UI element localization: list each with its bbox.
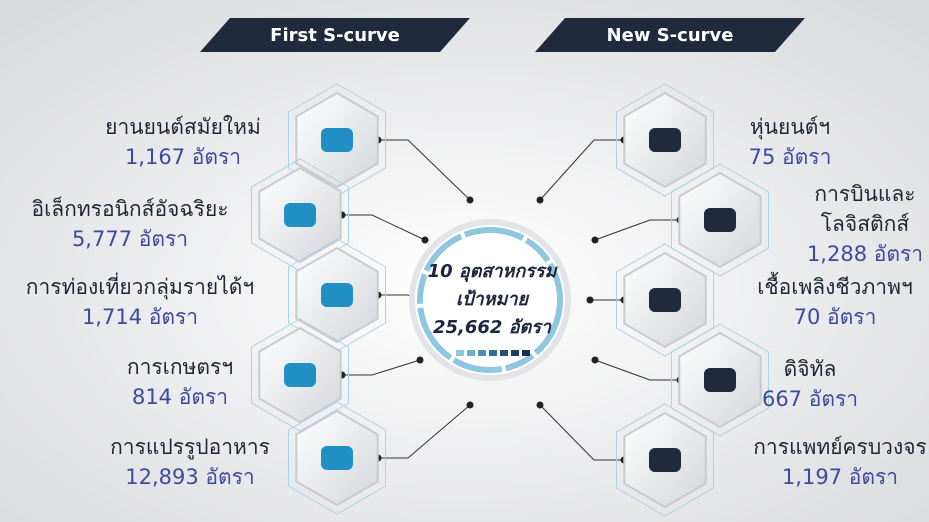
center-line: 25,662 อัตรา xyxy=(433,317,552,338)
icon xyxy=(321,283,353,307)
item-name: เชื้อเพลิงชีวภาพฯ xyxy=(757,272,913,299)
item-name: ดิจิทัล xyxy=(784,357,837,381)
connector-dot xyxy=(536,196,544,204)
center-line: 10 อุตสาหกรรม xyxy=(428,261,559,283)
icon xyxy=(284,203,316,227)
item-count: 1,167 อัตรา xyxy=(125,145,241,169)
connector-dot xyxy=(466,401,474,409)
icon xyxy=(321,128,353,152)
item-name: การแปรรูปอาหาร xyxy=(110,435,270,460)
hex-outline xyxy=(616,243,714,357)
item-count: 814 อัตรา xyxy=(132,385,228,409)
center-circle xyxy=(409,219,571,381)
icon xyxy=(704,368,736,392)
header-right-bg xyxy=(535,18,805,52)
hex-outline xyxy=(288,401,386,515)
hex-outline xyxy=(251,318,349,432)
item-count: 70 อัตรา xyxy=(794,305,877,329)
item-name: โลจิสติกส์ xyxy=(821,212,910,236)
hexagons xyxy=(251,83,769,517)
item-name: หุ่นยนต์ฯ xyxy=(750,115,830,140)
hex-outline xyxy=(671,323,769,437)
header-right: New S-curve xyxy=(607,25,734,46)
connector-dot xyxy=(586,296,594,304)
hex-outline xyxy=(616,83,714,197)
connector-dot xyxy=(591,236,599,244)
hex-outline xyxy=(616,403,714,517)
hex-outline xyxy=(671,163,769,277)
item-count: 5,777 อัตรา xyxy=(72,227,188,251)
connector xyxy=(594,359,680,381)
connector-dot xyxy=(466,196,474,204)
icon xyxy=(649,448,681,472)
center-line: เป้าหมาย xyxy=(456,289,530,310)
item-name: ยานยนต์สมัยใหม่ xyxy=(105,115,261,139)
connector xyxy=(342,214,426,241)
item-name: การแพทย์ครบวงจร xyxy=(753,435,927,459)
item-name: การบินและ xyxy=(814,182,915,206)
header-left-bg xyxy=(200,18,470,52)
icon xyxy=(649,128,681,152)
item-name: อิเล็กทรอนิกส์อัจฉริยะ xyxy=(31,195,228,221)
item-count: 12,893 อัตรา xyxy=(125,465,254,489)
connector xyxy=(342,359,421,376)
item-count: 1,288 อัตรา xyxy=(807,242,923,266)
icon xyxy=(649,288,681,312)
center-squares xyxy=(456,350,530,356)
connector-dot xyxy=(536,401,544,409)
connector xyxy=(378,404,471,459)
connector-dot xyxy=(421,236,429,244)
connector-dot xyxy=(416,356,424,364)
item-count: 1,714 อัตรา xyxy=(82,305,198,329)
connector-dot xyxy=(591,356,599,364)
item-count: 667 อัตรา xyxy=(762,387,858,411)
icon xyxy=(284,363,316,387)
item-count: 75 อัตรา xyxy=(749,145,832,169)
header-left: First S-curve xyxy=(270,25,400,46)
item-name: การเกษตรฯ xyxy=(127,355,233,379)
item-name: การท่องเที่ยวกลุ่มรายได้ฯ xyxy=(26,272,254,300)
icon xyxy=(704,208,736,232)
connector xyxy=(594,219,680,241)
connector xyxy=(539,139,624,201)
connector xyxy=(378,139,471,201)
center-ring xyxy=(417,227,563,373)
icon xyxy=(321,446,353,470)
connector xyxy=(539,404,624,461)
item-count: 1,197 อัตรา xyxy=(782,465,898,489)
